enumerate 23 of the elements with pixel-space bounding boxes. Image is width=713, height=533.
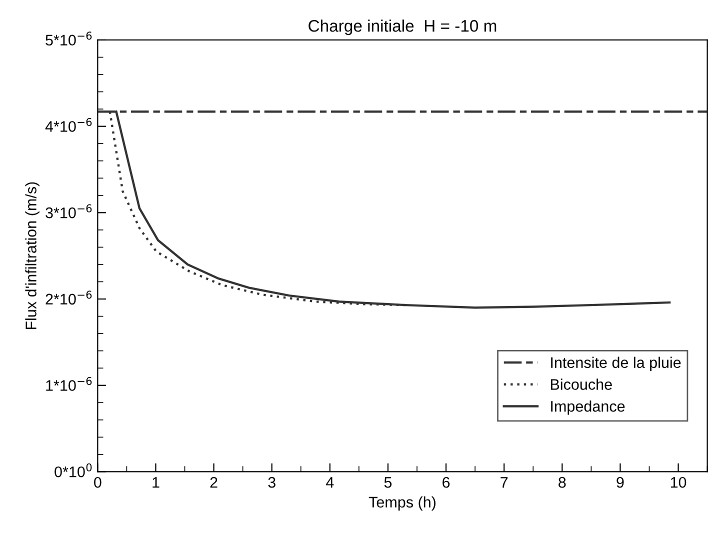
y-tick-label: 4*10$^{−6}$ [45,118,92,132]
chart-title: Charge initiale H = -10 m [308,20,496,36]
legend-label: Impedance [551,400,625,415]
x-tick-label: 10 [670,476,686,488]
x-tick-label: 1 [152,477,160,488]
x-tick-label: 7 [500,477,508,488]
y-axis-title: Flux d'infiltration (m/s) [25,182,40,330]
y-tick-label: 0*10$^{0}$ [54,463,92,478]
x-tick-label: 3 [268,476,276,488]
x-tick-label: 4 [326,477,334,488]
x-axis-title: Temps (h) [368,496,436,511]
x-tick-label: 5 [384,477,392,488]
x-tick-label: 0 [94,476,102,488]
y-tick-label: 5*10$^{−6}$ [46,32,92,46]
legend-label: Intensite de la pluie [551,356,681,372]
y-tick-label: 2*10$^{−6}$ [46,290,92,305]
x-tick-label: 6 [442,476,450,488]
x-tick-label: 9 [616,476,624,488]
x-tick-label: 8 [558,476,566,488]
y-tick-label: 1*10$^{−6}$ [46,376,92,391]
legend-label: Bicouche [550,378,612,390]
x-tick-label: 2 [210,476,218,488]
y-tick-label: 3*10$^{−6}$ [46,204,92,218]
